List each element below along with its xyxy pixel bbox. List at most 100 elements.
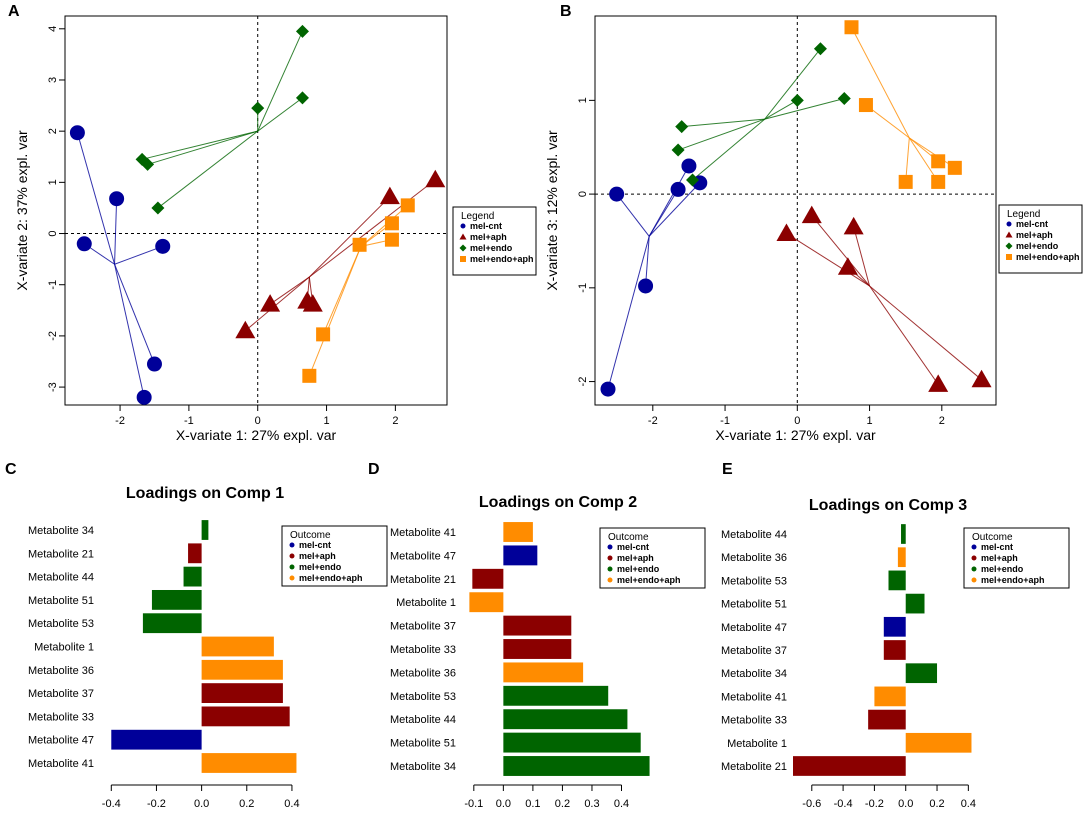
category-label: Metabolite 21 <box>28 548 94 560</box>
y-tick-label: 1 <box>47 179 59 185</box>
x-tick-label: 0.3 <box>584 798 599 810</box>
bar-metabolite-37 <box>201 683 283 704</box>
x-tick-label: -0.2 <box>147 798 166 810</box>
spider-line-mel-cnt <box>616 193 650 237</box>
category-label: Metabolite 41 <box>390 527 456 539</box>
chart-title: Loadings on Comp 2 <box>479 494 637 511</box>
point-mel+endo <box>151 201 165 215</box>
spider-line-mel+endo <box>681 118 765 128</box>
point-mel+endo+aph <box>384 216 399 231</box>
x-axis-title: X-variate 1: 27% expl. var <box>715 427 876 443</box>
bar-panel-C: C Loadings on Comp 1 Metabolite 34 Metaboli… <box>5 461 388 810</box>
x-tick-label: 0.4 <box>614 798 629 810</box>
legend-box <box>963 527 1070 589</box>
panel-label: C <box>5 461 17 478</box>
x-tick-label: -1 <box>720 415 730 427</box>
spider-line-mel+aph <box>811 215 870 287</box>
x-tick-label: 0 <box>255 415 261 427</box>
y-tick-label: 0 <box>577 191 589 197</box>
bar-metabolite-37 <box>883 640 906 660</box>
plot-frame <box>594 15 997 406</box>
legend-title: Legend <box>461 211 494 222</box>
point-mel+endo <box>141 157 155 171</box>
x-tick-label: 0.2 <box>929 798 944 810</box>
category-label: Metabolite 34 <box>390 761 456 773</box>
spider-line-mel+endo+aph <box>905 137 910 182</box>
legend-marker-mel+endo+aph <box>460 256 466 262</box>
bar-metabolite-34 <box>503 756 650 776</box>
point-mel+endo <box>837 91 851 105</box>
legend-item-mel-cnt: mel-cnt <box>299 540 331 550</box>
legend-title: Outcome <box>608 532 649 543</box>
category-label: Metabolite 34 <box>28 525 94 537</box>
legend-item-mel+aph: mel+aph <box>981 553 1018 563</box>
bar-metabolite-36 <box>897 547 906 568</box>
bar-metabolite-33 <box>868 709 906 730</box>
legend-marker-mel-cnt <box>289 542 295 548</box>
chart-title: Loadings on Comp 3 <box>809 497 967 514</box>
spider-line-mel+endo <box>764 99 798 120</box>
spider-line-mel+aph <box>308 196 391 278</box>
spider-line-mel+endo <box>141 130 258 160</box>
point-mel-cnt <box>76 236 92 252</box>
legend-item-mel+endo: mel+endo <box>1016 241 1059 251</box>
bar-metabolite-41 <box>201 753 297 773</box>
y-tick-label: 3 <box>47 77 59 83</box>
bar-metabolite-41 <box>503 522 533 542</box>
legend-marker-mel+aph <box>1005 231 1013 238</box>
panel-label: D <box>368 461 380 478</box>
legend-item-mel+endo: mel+endo <box>299 562 342 572</box>
category-label: Metabolite 47 <box>721 622 787 634</box>
legend-item-mel+endo: mel+endo <box>981 564 1024 574</box>
x-tick-label: 0.4 <box>961 798 976 810</box>
category-label: Metabolite 36 <box>721 552 787 564</box>
category-label: Metabolite 51 <box>721 599 787 611</box>
bar-metabolite-47 <box>111 729 202 750</box>
point-mel+endo+aph <box>844 20 859 35</box>
point-mel+aph <box>260 294 281 312</box>
bar-metabolite-21 <box>472 568 504 589</box>
category-label: Metabolite 47 <box>28 735 94 747</box>
bar-metabolite-44 <box>503 709 628 730</box>
legend-marker-mel-cnt <box>460 223 466 229</box>
bar-metabolite-36 <box>503 662 584 683</box>
bar-metabolite-1 <box>469 592 504 613</box>
point-mel+endo+aph <box>302 368 317 383</box>
legend-marker-mel+aph <box>459 233 467 240</box>
legend-title: Legend <box>1007 209 1040 220</box>
point-mel+endo <box>813 42 827 56</box>
spider-line-mel+endo <box>764 48 821 120</box>
point-mel+aph <box>928 374 949 392</box>
point-mel+endo+aph <box>400 198 415 213</box>
category-label: Metabolite 53 <box>721 575 787 587</box>
point-mel+endo <box>790 93 804 107</box>
bar-metabolite-34 <box>201 520 209 540</box>
y-tick-label: 0 <box>47 230 59 236</box>
legend-marker-mel+endo+aph <box>607 577 613 583</box>
x-tick-label: -0.2 <box>865 798 884 810</box>
bar-metabolite-1 <box>201 636 274 657</box>
bar-metabolite-44 <box>901 524 906 544</box>
point-mel+aph <box>235 320 256 339</box>
point-mel+aph <box>843 216 864 235</box>
point-mel-cnt <box>609 186 625 202</box>
legend-item-mel+endo+aph: mel+endo+aph <box>1016 252 1080 262</box>
bar-metabolite-51 <box>503 732 641 753</box>
point-mel-cnt <box>146 356 162 372</box>
legend-item-mel+aph: mel+aph <box>1016 230 1053 240</box>
point-mel-cnt <box>69 125 85 141</box>
x-tick-label: 0.0 <box>496 798 511 810</box>
point-mel+endo <box>251 101 265 115</box>
spider-line-mel+endo+aph <box>308 246 362 377</box>
category-label: Metabolite 34 <box>721 668 787 680</box>
point-mel+endo+aph <box>931 154 946 169</box>
spider-line-mel-cnt <box>76 132 116 265</box>
point-mel+aph <box>776 223 797 241</box>
point-mel+endo+aph <box>352 237 367 252</box>
legend-marker-mel-cnt <box>607 544 613 550</box>
bar-panel-E: E Loadings on Comp 3 Metabolite 44 Metaboli… <box>721 461 1070 810</box>
spider-line-mel+endo <box>764 98 845 120</box>
